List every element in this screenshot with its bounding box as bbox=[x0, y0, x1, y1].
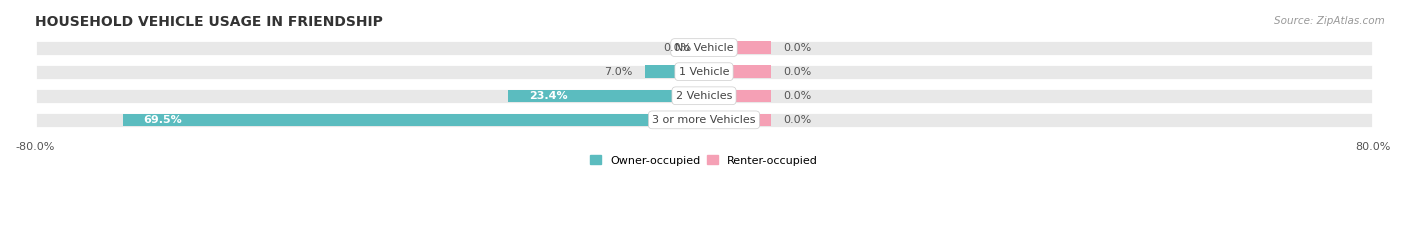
Bar bbox=[35, 40, 1374, 56]
Bar bbox=[35, 88, 1374, 104]
Text: No Vehicle: No Vehicle bbox=[675, 43, 734, 53]
Text: 7.0%: 7.0% bbox=[605, 67, 633, 77]
Bar bbox=[704, 114, 770, 126]
Text: 23.4%: 23.4% bbox=[529, 91, 568, 101]
Text: Source: ZipAtlas.com: Source: ZipAtlas.com bbox=[1274, 16, 1385, 26]
Legend: Owner-occupied, Renter-occupied: Owner-occupied, Renter-occupied bbox=[586, 151, 823, 170]
Text: 3 or more Vehicles: 3 or more Vehicles bbox=[652, 115, 756, 125]
Text: 69.5%: 69.5% bbox=[143, 115, 183, 125]
Text: 0.0%: 0.0% bbox=[783, 67, 811, 77]
Text: 0.0%: 0.0% bbox=[783, 115, 811, 125]
Text: 0.0%: 0.0% bbox=[664, 43, 692, 53]
Text: 0.0%: 0.0% bbox=[783, 43, 811, 53]
Bar bbox=[35, 64, 1374, 80]
Bar bbox=[508, 89, 704, 102]
Text: 1 Vehicle: 1 Vehicle bbox=[679, 67, 730, 77]
Bar bbox=[704, 65, 770, 78]
Bar bbox=[704, 41, 770, 54]
Text: 2 Vehicles: 2 Vehicles bbox=[676, 91, 733, 101]
Text: 0.0%: 0.0% bbox=[783, 91, 811, 101]
Bar bbox=[35, 112, 1374, 128]
Text: HOUSEHOLD VEHICLE USAGE IN FRIENDSHIP: HOUSEHOLD VEHICLE USAGE IN FRIENDSHIP bbox=[35, 15, 382, 29]
Bar bbox=[122, 114, 704, 126]
Bar bbox=[645, 65, 704, 78]
Bar bbox=[704, 89, 770, 102]
